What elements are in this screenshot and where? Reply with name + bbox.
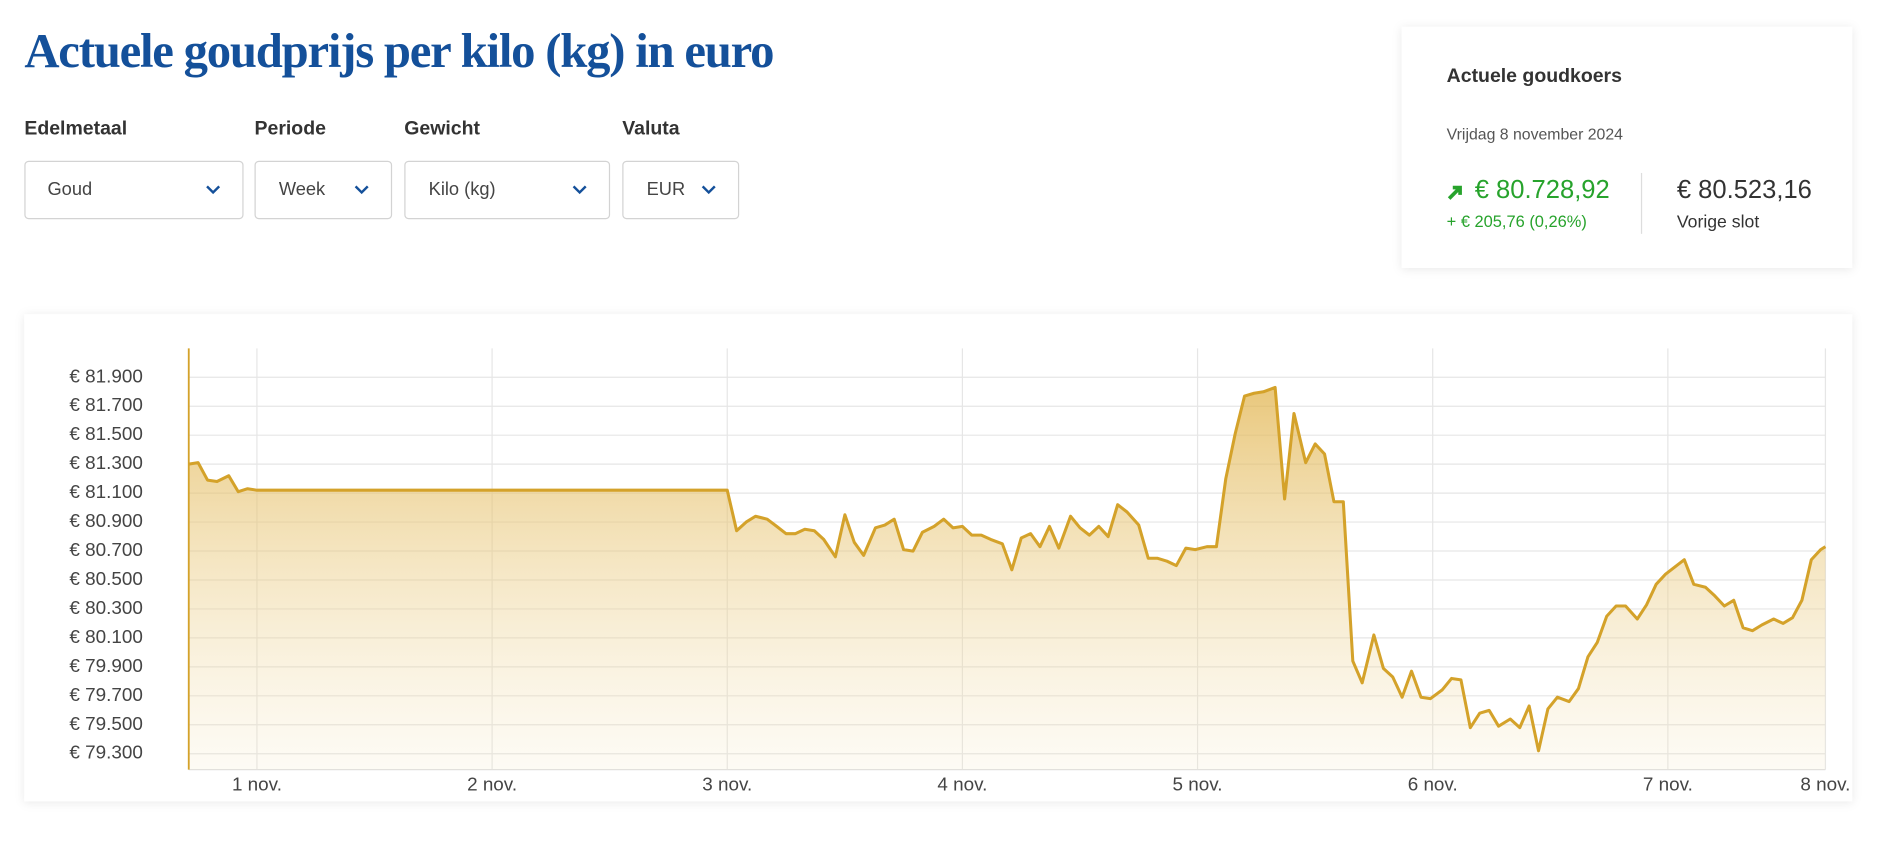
price-change: + € 205,76 (0,26%) [1447, 213, 1587, 231]
y-tick-label: € 80.900 [69, 510, 142, 531]
filter-label: Edelmetaal [24, 117, 127, 139]
y-tick-label: € 80.100 [69, 626, 142, 647]
filter-label: Valuta [622, 117, 680, 139]
dropdown-value: Goud [47, 178, 92, 199]
x-tick-label: 7 nov. [1643, 773, 1693, 794]
filters: Edelmetaal Periode Gewicht Valuta Goud W… [24, 117, 740, 220]
x-tick-label: 4 nov. [937, 773, 987, 794]
filter-label: Gewicht [404, 117, 480, 139]
y-tick-label: € 80.500 [69, 568, 142, 589]
y-tick-label: € 81.300 [69, 452, 142, 473]
dropdown-box[interactable] [24, 160, 244, 220]
page-title: Actuele goudprijs per kilo (kg) in euro [24, 24, 773, 78]
x-tick-label: 1 nov. [232, 773, 282, 794]
dropdown[interactable]: EUR [622, 160, 740, 220]
dropdown[interactable]: Kilo (kg) [404, 160, 611, 220]
y-tick-label: € 80.700 [69, 539, 142, 560]
card-date: Vrijdag 8 november 2024 [1447, 126, 1623, 143]
dropdown-box[interactable] [622, 160, 740, 220]
previous-close: € 80.523,16 [1677, 176, 1812, 204]
chevron [572, 185, 587, 195]
dropdown[interactable]: Week [254, 160, 393, 220]
dropdown-value: Week [279, 178, 326, 199]
x-tick-label: 6 nov. [1408, 773, 1458, 794]
line [188, 385, 1827, 753]
dropdown[interactable]: Goud [24, 160, 244, 220]
y-tick-label: € 81.100 [69, 481, 142, 502]
y-tick-label: € 81.500 [69, 423, 142, 444]
card-title: Actuele goudkoers [1447, 65, 1622, 87]
y-tick-label: € 79.900 [69, 655, 142, 676]
x-tick-label: 8 nov. [1800, 773, 1850, 794]
chevron [701, 185, 716, 195]
y-tick-label: € 79.500 [69, 713, 142, 734]
chevron [206, 185, 221, 195]
current-price: € 80.728,92 [1475, 176, 1610, 204]
y-tick-label: € 80.300 [69, 597, 142, 618]
x-tick-label: 3 nov. [702, 773, 752, 794]
y-tick-label: € 81.900 [69, 365, 142, 386]
y-tick-label: € 79.700 [69, 684, 142, 705]
x-tick-label: 5 nov. [1173, 773, 1223, 794]
y-tick-label: € 81.700 [69, 394, 142, 415]
x-tick-label: 2 nov. [467, 773, 517, 794]
chevron [354, 185, 369, 195]
previous-close-label: Vorige slot [1677, 212, 1759, 232]
price-card: Actuele goudkoers Vrijdag 8 november 202… [1401, 26, 1853, 268]
filter-label: Periode [255, 117, 327, 139]
dropdown-value: Kilo (kg) [429, 178, 496, 199]
up-arrow [1447, 185, 1462, 200]
dropdown-value: EUR [647, 178, 686, 199]
chart: € 79.300 € 79.500 € 79.700 € 79.900 € 80.100… [69, 348, 1850, 794]
card-bg [1401, 26, 1853, 268]
dropdown-box[interactable] [404, 160, 611, 220]
dropdown-box[interactable] [254, 160, 393, 220]
area [188, 387, 1826, 770]
y-tick-label: € 79.300 [69, 742, 142, 763]
